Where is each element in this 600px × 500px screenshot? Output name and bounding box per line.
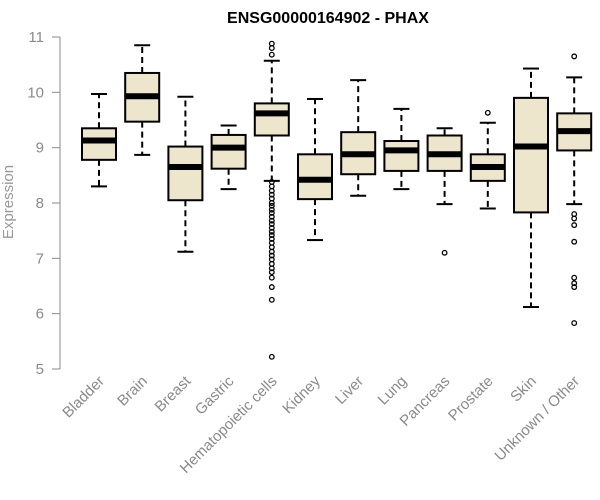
x-tick-label: Kidney: [279, 372, 324, 417]
box-bladder: [81, 92, 117, 188]
box-unknown-other: [556, 53, 593, 327]
y-tick-label: 9: [36, 140, 44, 157]
box-kidney: [297, 97, 333, 242]
y-tick-label: 11: [28, 29, 44, 46]
iqr-box: [297, 153, 333, 201]
plot-area: [81, 40, 593, 360]
outlier-point: [268, 200, 275, 206]
outlier-point: [268, 248, 275, 255]
iqr-box: [513, 96, 549, 214]
box-prostate: [469, 109, 506, 210]
outlier-point: [268, 353, 275, 360]
outlier-point: [484, 109, 491, 116]
y-axis-label: Expression: [0, 165, 17, 239]
outlier-point: [571, 215, 578, 222]
outlier-point: [571, 320, 578, 327]
x-tick-label: Skin: [507, 373, 540, 406]
box-pancreas: [426, 127, 463, 256]
iqr-box: [253, 102, 290, 137]
outlier-point: [441, 249, 448, 256]
outlier-point: [268, 228, 275, 235]
outlier-point: [268, 269, 275, 276]
outlier-point: [571, 222, 578, 229]
box-gastric: [210, 124, 247, 191]
iqr-box: [81, 127, 117, 161]
box-lung: [383, 107, 420, 191]
box-hematopoietic-cells: [253, 40, 290, 360]
outlier-point: [268, 274, 275, 281]
outlier-point: [571, 53, 578, 60]
outlier-point: [268, 202, 275, 209]
x-tick-label: Bladder: [59, 373, 108, 422]
y-tick-label: 6: [36, 306, 44, 323]
outlier-point: [268, 206, 275, 213]
x-tick-label: Breast: [152, 372, 195, 415]
outlier-point: [571, 274, 578, 281]
outlier-point: [268, 284, 275, 291]
outlier-point: [571, 284, 578, 291]
x-tick-label: Brain: [114, 373, 151, 410]
outlier-point: [268, 221, 275, 227]
outlier-point: [268, 51, 275, 58]
outlier-point: [268, 252, 275, 259]
iqr-box: [167, 145, 204, 202]
outlier-point: [268, 210, 275, 216]
outlier-point: [268, 191, 275, 198]
outlier-point: [268, 213, 275, 220]
box-brain: [124, 44, 161, 156]
outlier-point: [268, 217, 275, 224]
chart-title: ENSG00000164902 - PHAX: [227, 10, 429, 27]
outlier-point: [268, 265, 275, 272]
outlier-point: [268, 236, 275, 242]
y-axis: 5 6 7 8 9 10 11: [27, 29, 60, 378]
outlier-point: [571, 280, 578, 287]
y-tick-label: 7: [36, 250, 44, 267]
iqr-box: [383, 140, 420, 172]
outlier-point: [268, 232, 275, 239]
outlier-point: [268, 296, 275, 303]
outlier-point: [268, 45, 275, 52]
x-tick-label: Liver: [332, 373, 367, 408]
outlier-point: [268, 224, 275, 231]
iqr-box: [210, 133, 247, 170]
y-tick-label: 10: [27, 84, 44, 101]
x-tick-label: Lung: [375, 373, 411, 409]
y-tick-label: 8: [36, 195, 44, 212]
y-tick-label: 5: [36, 361, 44, 378]
box-skin: [513, 67, 549, 309]
box-liver: [340, 79, 377, 197]
box-breast: [167, 95, 204, 253]
outlier-point: [571, 238, 578, 245]
outlier-point: [268, 187, 275, 194]
x-tick-label: Prostate: [445, 373, 497, 425]
